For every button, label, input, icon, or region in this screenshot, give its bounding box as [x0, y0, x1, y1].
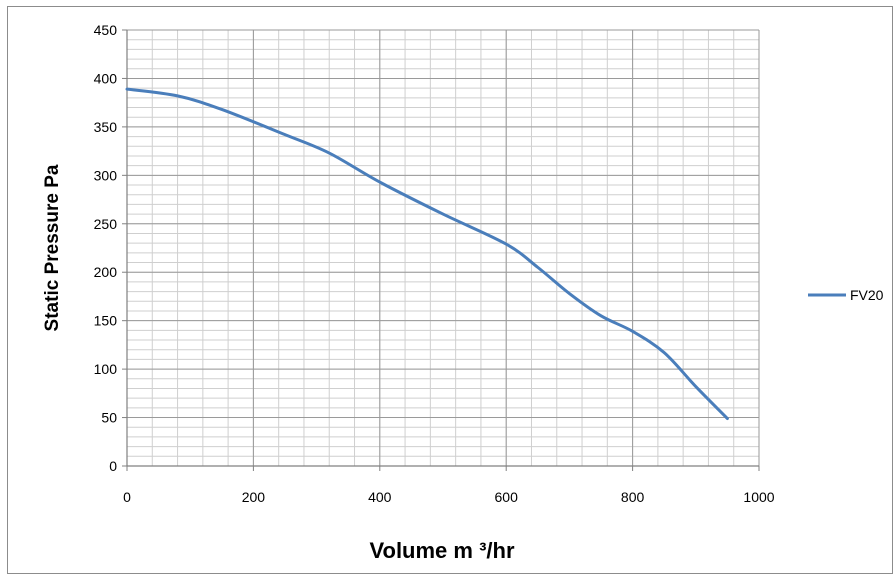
legend-label-fv20: FV20	[850, 287, 884, 303]
series-layer	[125, 87, 729, 421]
grid-layer	[126, 29, 760, 467]
y-axis-title: Static Pressure Pa	[42, 164, 63, 331]
y-tick-label: 350	[94, 119, 118, 135]
y-tick-label: 100	[94, 361, 118, 377]
y-tick-label: 50	[101, 410, 117, 426]
y-tick-label: 0	[109, 458, 117, 474]
series-line-fv20	[125, 87, 729, 421]
x-tick-label: 1000	[743, 489, 774, 505]
x-tick-label: 400	[368, 489, 392, 505]
y-tick-label: 250	[94, 216, 118, 232]
x-axis-title: Volume m ³/hr	[369, 538, 514, 563]
x-tick-label: 800	[621, 489, 645, 505]
y-tick-label: 450	[94, 22, 118, 38]
y-tick-label: 150	[94, 313, 118, 329]
x-tick-label: 600	[495, 489, 519, 505]
y-tick-label: 300	[94, 167, 118, 183]
y-tick-label: 200	[94, 264, 118, 280]
y-tick-label: 400	[94, 70, 118, 86]
chart-frame	[7, 6, 893, 574]
axis-layer	[122, 29, 760, 471]
x-tick-label: 200	[242, 489, 266, 505]
legend-layer: FV20	[808, 287, 884, 303]
tick-layer: 0 50 100 150 200 250 300 350 400 450 0 200 400 600 800…	[94, 22, 775, 505]
x-tick-label: 0	[123, 489, 131, 505]
